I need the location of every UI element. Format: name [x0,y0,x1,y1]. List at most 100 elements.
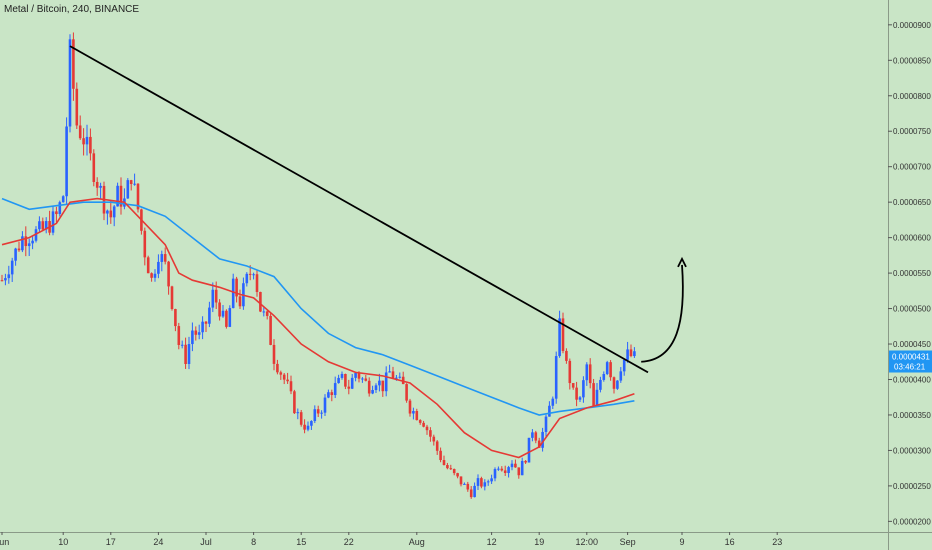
candle-body [357,372,361,379]
candle-body [612,377,616,389]
candle-body [327,392,330,398]
candle-body [422,422,425,427]
candle-body [187,344,191,365]
candle-body [255,274,259,292]
candle-body [480,478,483,487]
candle-body [299,412,303,425]
candle-body [459,476,463,485]
candle-body [78,125,82,139]
candle-body [194,330,198,335]
candle-body [228,308,232,327]
candle-body [218,302,221,317]
candle-body [146,257,150,274]
ma-fast-line [1,197,635,459]
candle-body [548,405,551,417]
candle-body [418,420,422,423]
x-tick-label: Aug [409,537,425,547]
candles [0,32,636,499]
candle-body [452,469,456,474]
candle-body [323,397,327,413]
candle-body [405,384,408,401]
candle-body [238,296,242,307]
candle-body [303,424,306,430]
x-tick-label: 12 [487,537,497,547]
candle-body [469,489,473,498]
candle-body [449,468,453,470]
candle-body [252,274,255,276]
candle-body [378,380,381,386]
candle-body [493,469,497,479]
candle-body [225,310,228,327]
candle-body [486,481,490,483]
candle-body [599,379,602,390]
price-label-box [889,350,932,373]
candle-body [510,463,514,468]
candle-body [265,311,269,316]
candle-body [565,350,568,361]
y-tick-label: 0.0000600 [893,234,931,243]
candle-body [622,359,626,372]
x-tick-label: Sep [620,537,636,547]
x-tick-label: Jul [200,537,212,547]
candle-body [136,183,140,210]
candle-body [24,236,28,247]
candle-body [384,372,388,392]
x-tick-label: 9 [679,537,684,547]
candle-body [14,248,17,261]
y-tick-label: 0.0000750 [893,127,931,136]
candle-body [592,383,595,406]
x-tick-label: 8 [251,537,256,547]
candle-body [112,206,116,218]
candle-body [248,273,252,275]
candle-body [395,377,398,379]
candle-body [272,344,276,364]
candle-body [432,436,436,442]
candle-body [588,364,592,384]
candle-body [92,153,96,182]
candle-body [259,291,262,312]
candle-body [575,387,578,400]
candle-body [442,460,446,466]
candle-body [163,254,167,262]
candle-body [129,180,133,185]
candle-body [507,467,510,474]
candle-body [167,261,170,287]
candle-body [531,432,534,438]
candle-body [398,376,402,378]
candle-body [367,380,371,394]
y-tick-label: 0.0000550 [893,269,931,278]
candle-body [184,344,187,365]
price-label-value: 0.0000431 [892,353,930,362]
x-tick-label: 17 [106,537,116,547]
candle-body [463,483,466,485]
ma-slow-line [1,197,635,416]
candle-body [585,364,589,381]
candle-body [208,307,211,324]
candle-body [235,278,238,297]
candle-body [177,326,181,345]
candle-body [279,372,283,375]
candle-body [616,380,619,389]
candle-body [150,273,153,278]
candle-body [446,465,449,469]
candle-body [276,363,279,373]
candle-body [306,425,310,430]
candle-body [109,210,113,218]
y-tick-label: 0.0000250 [893,482,931,491]
candle-body [310,421,313,426]
candle-body [211,289,215,308]
candle-body [0,280,4,282]
candle-body [126,180,130,199]
candle-body [204,321,208,324]
candle-body [456,473,459,477]
candle-body [524,460,527,463]
candle-body [364,378,368,381]
candle-body [170,286,174,310]
projection-arrow [641,264,684,363]
candle-body [320,412,323,414]
y-tick-label: 0.0000400 [893,375,931,384]
candle-body [180,344,184,346]
candle-body [340,373,344,378]
